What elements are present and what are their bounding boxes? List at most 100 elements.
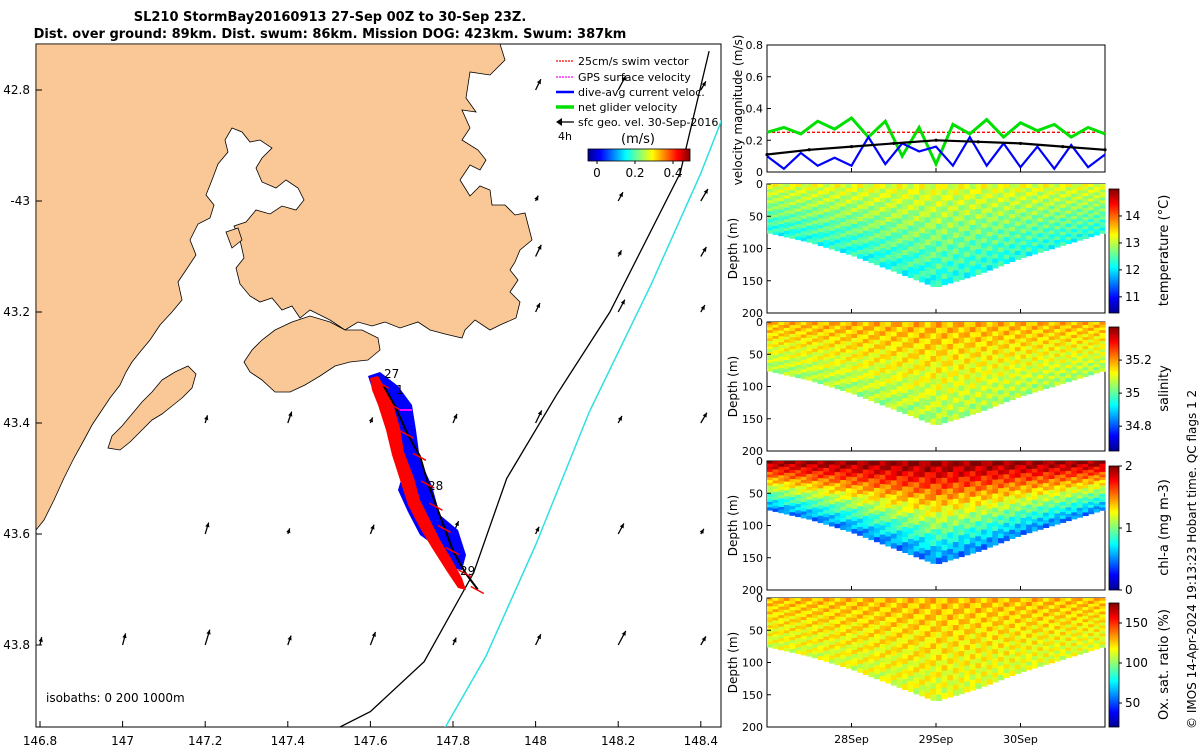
- section-colorbar-label: salinity: [1157, 365, 1172, 412]
- section-colorbar: [1108, 602, 1120, 728]
- map-x-tick-label: 147.2: [188, 734, 222, 748]
- legend-label-dive-avg: dive-avg current veloc.: [578, 86, 705, 99]
- swim-vector-tick: [400, 430, 414, 439]
- section-colorbar-tick-label: 11: [1125, 290, 1140, 304]
- map-x-axis: 146.8 147 147.2 147.4 147.6 147.8 148 148.2 148.…: [23, 721, 718, 748]
- velocity-y-tick-label: 0: [756, 166, 763, 179]
- current-arrow: [535, 78, 542, 91]
- current-arrow: [617, 250, 623, 257]
- current-arrow: [121, 633, 127, 646]
- legend-arrowhead-icon: [556, 118, 562, 126]
- swim-vector-tick: [387, 402, 402, 412]
- section-colorbar-tick-label: 34.8: [1125, 419, 1152, 433]
- map-x-tick-label: 147: [111, 734, 134, 748]
- section-colorbar-tick-label: 50: [1125, 696, 1140, 710]
- section-colorbar: [1108, 326, 1120, 452]
- section-ylabel: Depth (m): [726, 218, 740, 279]
- velocity-y-tick-label: 0.2: [746, 134, 764, 147]
- section-y-tick-label: 50: [749, 348, 763, 361]
- section-y-tick-label: 0: [756, 178, 763, 191]
- swim-vector-tick: [429, 502, 443, 511]
- section-colorbar-label: chl-a (mg m-3): [1157, 479, 1172, 576]
- section-y-tick-label: 50: [749, 210, 763, 223]
- swim-vector-ticks: [375, 380, 485, 595]
- swim-vector-tick: [375, 380, 390, 389]
- section-y-tick-label: 150: [742, 689, 763, 702]
- section-y-tick-label: 0: [756, 592, 763, 605]
- current-arrow: [700, 304, 706, 313]
- section-colorbar: [1108, 188, 1120, 314]
- section-panel-salinity: 0 50 100 150 200 Depth (m) 34.8 35 35.2 salinity: [726, 316, 1172, 458]
- time-tick-label: 29Sep: [919, 733, 954, 746]
- map-x-tick-label: 146.8: [23, 734, 57, 748]
- current-arrow: [535, 244, 542, 257]
- current-arrow: [535, 302, 541, 313]
- current-arrow: [369, 631, 377, 646]
- section-colorbar-label: Ox. sat. ratio (%): [1157, 609, 1172, 720]
- bruny-island: [107, 365, 197, 451]
- section-colorbar-tick-label: 35: [1125, 386, 1140, 400]
- velocity-series: [765, 116, 1107, 171]
- figure-subtitle: Dist. over ground: 89km. Dist. swum: 86k…: [33, 27, 627, 42]
- map-y-tick-label: 43.8: [3, 638, 30, 652]
- map-panel: 27 1 28 29 25cm/s swim vector GPS surfac…: [3, 43, 722, 748]
- current-arrow: [204, 522, 210, 535]
- section-y-tick-label: 200: [742, 584, 763, 597]
- section-y-tick-label: 200: [742, 307, 763, 320]
- isobath-200m: [338, 50, 710, 727]
- swim-vector-tick: [470, 585, 485, 595]
- section-colorbar-tick-label: 0: [1125, 583, 1133, 597]
- map-colorbar-title: (m/s): [621, 132, 655, 147]
- current-arrow: [700, 412, 708, 424]
- section-ylabel: Depth (m): [726, 495, 740, 556]
- section-colorbar-tick-label: 1: [1125, 521, 1133, 535]
- map-colorbar-bar: [587, 148, 691, 162]
- current-arrow: [535, 633, 542, 646]
- tasman-peninsula: [243, 315, 381, 393]
- current-arrow: [700, 636, 707, 646]
- section-panel-temperature: 0 50 100 150 200 Depth (m) 11 12 13 14 temperature…: [726, 178, 1172, 320]
- section-colorbar-tick-label: 2: [1125, 459, 1133, 473]
- section-y-tick-label: 200: [742, 721, 763, 734]
- section-y-tick-label: 100: [742, 381, 763, 394]
- swim-vector-tick: [412, 452, 427, 461]
- velocity-axes-box: [766, 44, 1106, 173]
- isobath-1000m: [444, 119, 721, 727]
- current-arrow: [368, 417, 374, 424]
- time-axis: 28Sep 29Sep 30Sep: [834, 168, 1038, 746]
- current-arrow: [287, 635, 292, 646]
- current-arrow: [204, 415, 209, 424]
- section-colorbar-tick-label: 35.2: [1125, 353, 1152, 367]
- day-label-27: 27: [384, 367, 399, 381]
- current-arrow: [700, 81, 707, 91]
- legend-marker-label: 4h: [558, 130, 572, 143]
- map-y-tick-label: 43.4: [3, 416, 30, 430]
- section-y-tick-label: 150: [742, 275, 763, 288]
- section-y-tick-label: 200: [742, 445, 763, 458]
- legend-label-gps: GPS surface velocity: [578, 71, 691, 84]
- current-arrow: [617, 191, 624, 202]
- glider-track-line: [381, 383, 479, 591]
- map-x-tick-label: 148: [524, 734, 547, 748]
- velocity-series-net: [766, 116, 1106, 168]
- section-y-tick-label: 100: [742, 657, 763, 670]
- current-arrow: [534, 195, 539, 202]
- credit-text: © IMOS 14-Apr-2024 19:13:23 Hobart time.…: [1185, 390, 1199, 729]
- section-ylabel: Depth (m): [726, 632, 740, 693]
- swim-vector-tick: [458, 569, 472, 578]
- current-arrow: [287, 411, 293, 424]
- velocity-geo-point: [976, 140, 980, 144]
- swim-vector-tick: [437, 524, 452, 534]
- section-colorbar-tick-label: 150: [1125, 616, 1148, 630]
- map-legend: 25cm/s swim vector GPS surface velocity …: [556, 55, 718, 143]
- small-island: [225, 227, 243, 249]
- map-colorbar-tick-0: 0: [593, 166, 601, 180]
- land-masses: [36, 44, 533, 531]
- day-label-28: 28: [428, 479, 443, 493]
- map-colorbar-tick-2: 0.4: [663, 166, 682, 180]
- section-y-tick-label: 50: [749, 487, 763, 500]
- map-colorbar-tick-1: 0.2: [625, 166, 644, 180]
- current-arrow: [700, 188, 709, 202]
- current-arrow: [617, 299, 626, 313]
- section-colorbar-label: temperature (°C): [1157, 195, 1172, 307]
